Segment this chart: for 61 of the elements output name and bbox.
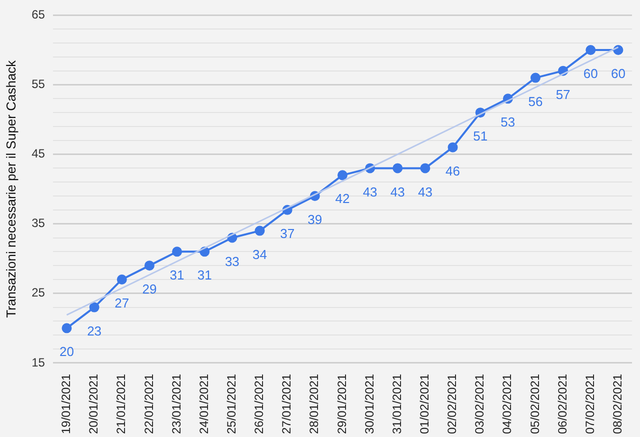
data-label: 51 <box>473 128 488 144</box>
data-label: 43 <box>390 184 405 200</box>
y-tick-label: 55 <box>32 77 46 92</box>
point <box>144 260 154 271</box>
data-label: 43 <box>418 184 432 200</box>
x-tick-label: 26/01/2021 <box>252 374 266 434</box>
x-tick-label: 02/02/2021 <box>445 374 460 434</box>
y-tick-label: 15 <box>32 355 46 370</box>
y-axis-title: Transazioni necessarie per il Super Cashack <box>3 60 18 318</box>
x-tick-label: 31/01/2021 <box>390 374 404 434</box>
x-tick-label: 29/01/2021 <box>334 374 349 434</box>
x-tick-label: 30/01/2021 <box>362 374 376 434</box>
data-label: 33 <box>224 254 240 269</box>
point <box>337 170 348 180</box>
x-tick-label: 24/01/2021 <box>196 374 211 434</box>
point <box>448 142 458 152</box>
x-tick-label: 28/01/2021 <box>307 374 322 434</box>
point <box>586 44 596 55</box>
x-tick-label: 27/01/2021 <box>280 374 294 434</box>
x-tick-label: 04/02/2021 <box>500 374 514 434</box>
point <box>172 246 182 257</box>
point <box>392 163 403 174</box>
point <box>116 274 127 284</box>
point <box>420 163 430 174</box>
data-label: 34 <box>252 246 267 262</box>
data-label: 46 <box>446 163 460 178</box>
x-tick-label: 21/01/2021 <box>114 374 128 434</box>
data-label: 31 <box>170 268 184 283</box>
x-tick-label: 01/02/2021 <box>418 374 432 434</box>
point <box>89 302 100 312</box>
data-label: 60 <box>583 66 598 82</box>
x-tick-label: 23/01/2021 <box>169 374 184 434</box>
x-tick-label: 20/01/2021 <box>86 374 101 434</box>
data-label: 27 <box>114 296 130 311</box>
data-label: 43 <box>362 184 378 200</box>
x-tick-label: 06/02/2021 <box>555 374 570 434</box>
y-tick-label: 35 <box>32 216 46 230</box>
x-tick-label: 03/02/2021 <box>472 374 487 434</box>
x-tick-label: 19/01/2021 <box>59 374 74 434</box>
data-label: 29 <box>142 282 157 297</box>
x-tick-label: 05/02/2021 <box>528 374 542 434</box>
point <box>254 226 265 236</box>
y-tick-label: 25 <box>32 286 46 300</box>
data-label: 56 <box>528 94 543 109</box>
y-tick-label: 65 <box>32 8 46 22</box>
data-label: 31 <box>197 268 212 283</box>
x-tick-label: 07/02/2021 <box>582 374 597 434</box>
point <box>530 72 540 83</box>
point <box>62 323 72 334</box>
data-label: 60 <box>610 66 626 82</box>
x-tick-label: 08/02/2021 <box>610 374 625 434</box>
data-label: 37 <box>280 226 295 242</box>
data-label: 39 <box>308 212 322 228</box>
y-tick-label: 45 <box>32 146 46 161</box>
data-label: 23 <box>87 323 102 338</box>
x-tick-label: 22/01/2021 <box>142 374 156 434</box>
data-label: 57 <box>556 86 570 102</box>
data-label: 20 <box>60 344 74 360</box>
x-tick-label: 25/01/2021 <box>224 374 238 434</box>
data-label: 42 <box>335 191 350 206</box>
data-label: 53 <box>500 114 516 130</box>
